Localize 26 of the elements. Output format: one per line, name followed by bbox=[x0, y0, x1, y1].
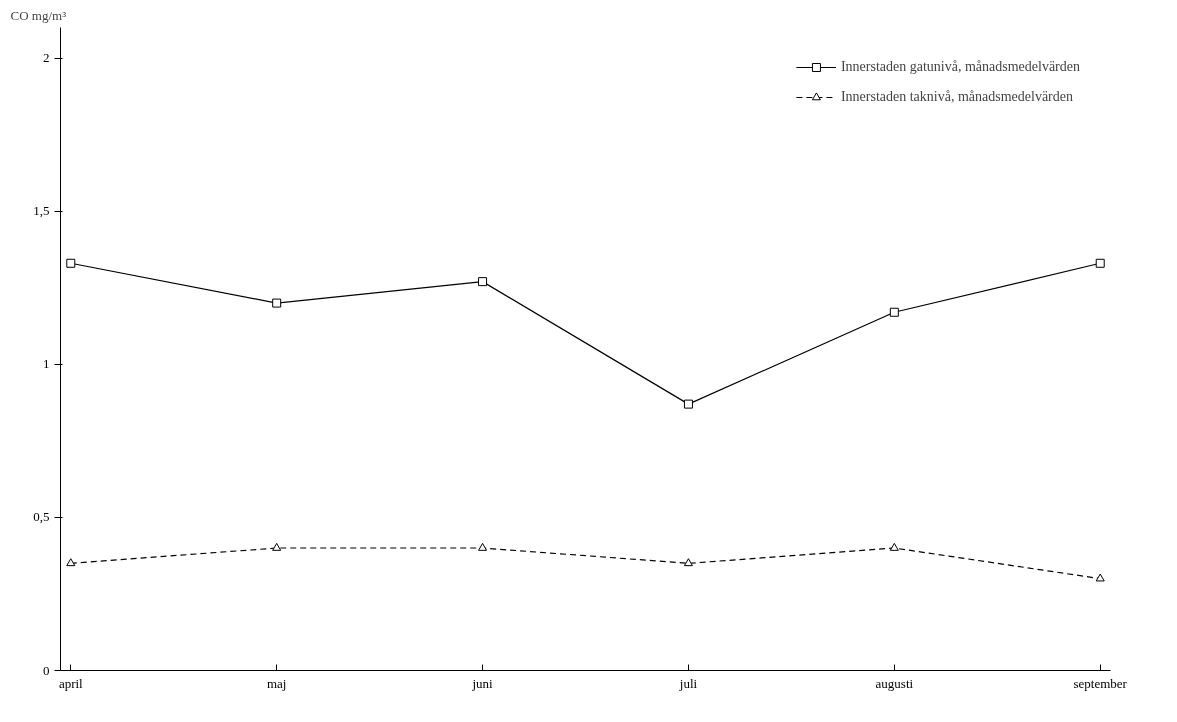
y-axis-title: CO mg/m³ bbox=[10, 7, 67, 23]
x-tick-label: april bbox=[58, 675, 84, 691]
x-tick-label: maj bbox=[266, 675, 287, 691]
y-tick-label: 2 bbox=[43, 50, 50, 66]
x-tick-label: juli bbox=[678, 675, 698, 691]
point bbox=[889, 542, 899, 551]
y-tick-label: 0 bbox=[43, 662, 50, 678]
legend-label: Innerstaden taknivå, månadsmedelvärden bbox=[840, 89, 1073, 105]
y-tick-label: 1 bbox=[43, 356, 50, 372]
point bbox=[1095, 258, 1105, 268]
legend-label: Innerstaden gatunivå, månadsmedelvärden bbox=[840, 59, 1080, 75]
y-tick-label: 0,5 bbox=[33, 509, 50, 525]
point bbox=[66, 258, 76, 268]
point bbox=[66, 558, 76, 567]
point bbox=[889, 307, 899, 317]
point bbox=[683, 399, 693, 409]
point bbox=[272, 298, 282, 308]
point bbox=[478, 542, 488, 551]
x-tick-label: augusti bbox=[875, 675, 914, 691]
x-tick-label: juni bbox=[471, 675, 494, 691]
y-tick-label: 1,5 bbox=[33, 203, 50, 219]
point bbox=[478, 277, 488, 287]
point bbox=[272, 542, 282, 551]
x-tick-label: september bbox=[1073, 675, 1128, 691]
point bbox=[1095, 573, 1105, 582]
point bbox=[683, 558, 693, 567]
